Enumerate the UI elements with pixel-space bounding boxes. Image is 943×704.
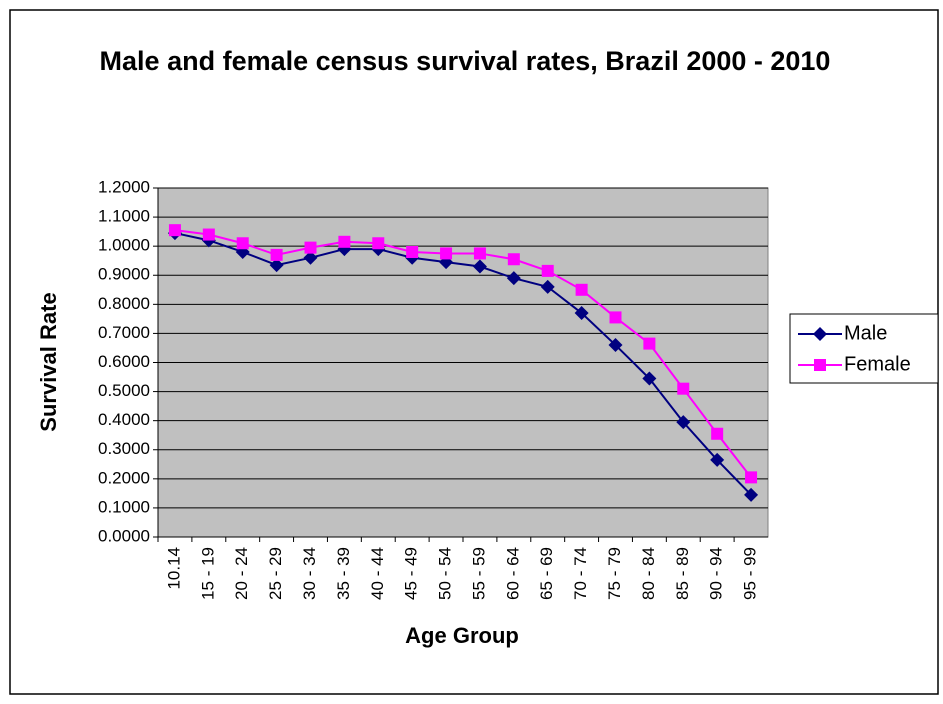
marker bbox=[270, 248, 283, 261]
marker bbox=[507, 253, 520, 266]
x-tick-label: 35 - 39 bbox=[334, 547, 353, 600]
marker bbox=[642, 371, 657, 386]
y-tick-label: 1.2000 bbox=[98, 177, 150, 196]
x-tick-label: 40 - 44 bbox=[368, 547, 387, 600]
marker bbox=[608, 338, 623, 353]
x-tick-label: 15 - 19 bbox=[198, 547, 217, 600]
marker bbox=[269, 258, 284, 273]
y-tick-label: 0.2000 bbox=[98, 468, 150, 487]
legend-label: Male bbox=[844, 322, 887, 344]
x-tick-label: 90 - 94 bbox=[707, 547, 726, 600]
marker bbox=[440, 247, 453, 260]
marker bbox=[236, 237, 249, 250]
x-tick-label: 45 - 49 bbox=[402, 547, 421, 600]
x-tick-label: 25 - 29 bbox=[266, 547, 285, 600]
y-tick-label: 0.0000 bbox=[98, 526, 150, 545]
x-tick-label: 30 - 34 bbox=[300, 547, 319, 600]
marker bbox=[813, 327, 827, 341]
marker bbox=[574, 306, 589, 321]
y-axis-label: Survival Rate bbox=[36, 292, 61, 431]
x-tick-label: 20 - 24 bbox=[232, 547, 251, 600]
y-tick-label: 1.0000 bbox=[98, 236, 150, 255]
x-tick-label: 80 - 84 bbox=[639, 547, 658, 600]
marker bbox=[643, 337, 656, 350]
y-tick-label: 0.6000 bbox=[98, 352, 150, 371]
y-tick-label: 1.1000 bbox=[98, 207, 150, 226]
x-tick-label: 65 - 69 bbox=[537, 547, 556, 600]
marker bbox=[472, 259, 487, 274]
marker bbox=[541, 264, 554, 277]
marker bbox=[506, 271, 521, 286]
y-tick-label: 0.1000 bbox=[98, 497, 150, 516]
x-tick-label: 85 - 89 bbox=[673, 547, 692, 600]
marker bbox=[745, 471, 758, 484]
marker bbox=[202, 228, 215, 241]
marker bbox=[372, 237, 385, 250]
x-tick-label: 95 - 99 bbox=[741, 547, 760, 600]
marker bbox=[677, 382, 690, 395]
marker bbox=[168, 224, 181, 237]
y-tick-label: 0.7000 bbox=[98, 323, 150, 342]
x-tick-label: 70 - 74 bbox=[571, 547, 590, 600]
y-tick-label: 0.4000 bbox=[98, 410, 150, 429]
marker bbox=[575, 283, 588, 296]
marker bbox=[338, 235, 351, 248]
x-tick-label: 75 - 79 bbox=[605, 547, 624, 600]
x-tick-label: 60 - 64 bbox=[503, 547, 522, 600]
marker bbox=[710, 452, 725, 467]
marker bbox=[609, 311, 622, 324]
y-tick-label: 0.8000 bbox=[98, 294, 150, 313]
marker bbox=[304, 241, 317, 254]
legend-box bbox=[789, 313, 939, 384]
marker bbox=[744, 487, 759, 502]
marker bbox=[540, 279, 555, 294]
chart-title: Male and female census survival rates, B… bbox=[99, 46, 831, 76]
marker bbox=[711, 427, 724, 440]
y-tick-label: 0.5000 bbox=[98, 381, 150, 400]
marker bbox=[676, 415, 691, 430]
marker bbox=[814, 359, 826, 371]
marker bbox=[406, 245, 419, 258]
series-line bbox=[174, 232, 752, 496]
marker bbox=[303, 250, 318, 265]
x-tick-label: 50 - 54 bbox=[436, 547, 455, 600]
y-tick-label: 0.3000 bbox=[98, 439, 150, 458]
x-tick-label: 55 - 59 bbox=[469, 547, 488, 600]
y-tick-label: 0.9000 bbox=[98, 265, 150, 284]
x-axis-label: Age Group bbox=[405, 623, 519, 648]
legend-label: Female bbox=[844, 353, 911, 375]
x-tick-label: 10.14 bbox=[164, 547, 183, 590]
marker bbox=[473, 247, 486, 260]
